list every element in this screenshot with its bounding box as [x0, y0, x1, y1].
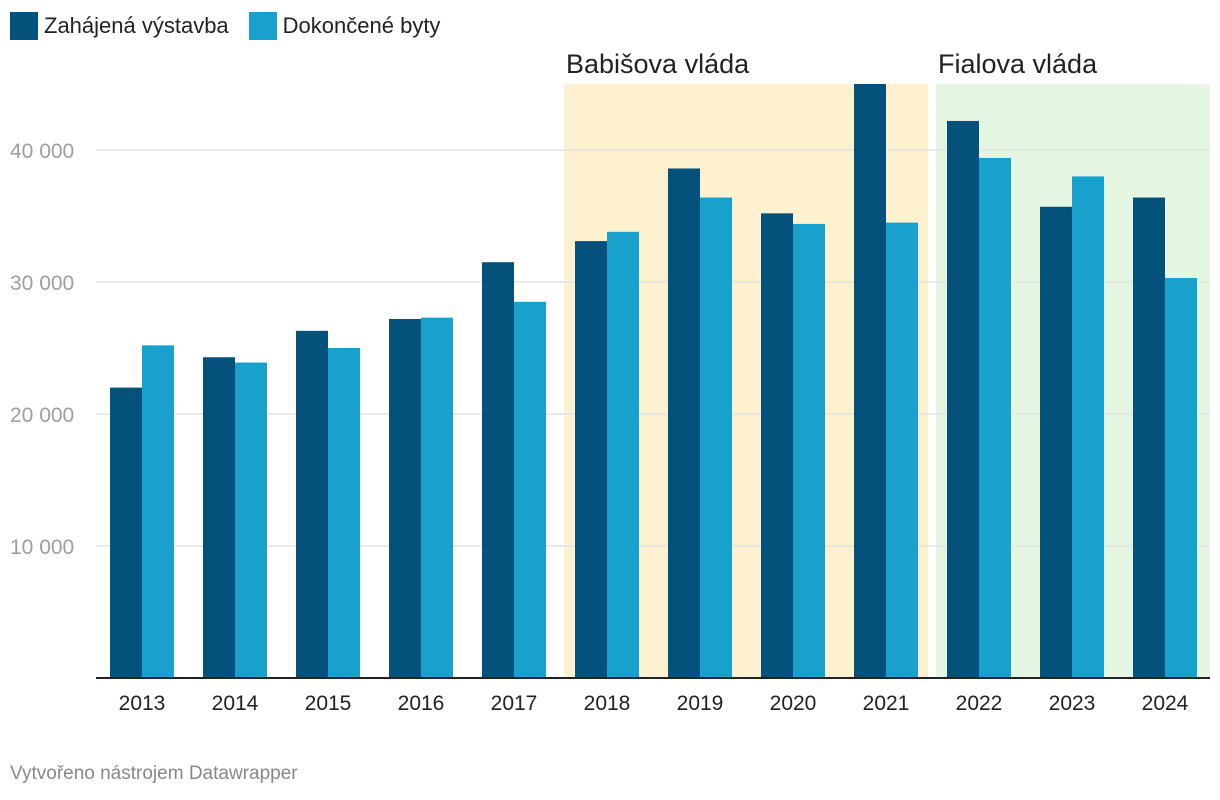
- legend: Zahájená výstavba Dokončené byty: [10, 12, 440, 40]
- bar-zahajena-2015: [296, 330, 328, 678]
- y-tick-label: 10 000: [10, 536, 74, 559]
- x-tick-label: 2014: [212, 692, 259, 715]
- legend-swatch-zahajena: [10, 12, 38, 40]
- bar-dokoncene-2017: [514, 301, 546, 678]
- legend-label-dokoncene: Dokončené byty: [282, 13, 441, 38]
- bar-dokoncene-2018: [607, 231, 639, 678]
- legend-label-zahajena: Zahájená výstavba: [44, 13, 229, 38]
- bar-zahajena-2020: [761, 213, 793, 679]
- bar-dokoncene-2016: [421, 317, 453, 678]
- bar-zahajena-2024: [1133, 197, 1165, 678]
- annotation-label-2: Fialova vláda: [938, 49, 1098, 79]
- bar-dokoncene-2023: [1072, 176, 1104, 678]
- bar-dokoncene-2022: [979, 157, 1011, 679]
- bar-dokoncene-2024: [1165, 278, 1197, 678]
- y-tick-label: 40 000: [10, 140, 74, 163]
- x-tick-label: 2021: [863, 692, 910, 715]
- x-tick-label: 2013: [119, 692, 166, 715]
- bar-dokoncene-2019: [700, 197, 732, 678]
- bar-zahajena-2014: [203, 357, 235, 678]
- x-tick-label: 2017: [491, 692, 538, 715]
- bar-zahajena-2018: [575, 241, 607, 678]
- bar-dokoncene-2021: [886, 222, 918, 678]
- bar-zahajena-2017: [482, 262, 514, 678]
- bar-zahajena-2022: [947, 120, 979, 678]
- bar-zahajena-2013: [110, 387, 142, 678]
- bar-zahajena-2016: [389, 318, 421, 678]
- x-tick-label: 2023: [1049, 692, 1096, 715]
- y-tick-label: 20 000: [10, 404, 74, 427]
- bar-dokoncene-2015: [328, 348, 360, 678]
- legend-item-dokoncene: Dokončené byty: [248, 12, 441, 40]
- legend-swatch-dokoncene: [248, 12, 277, 40]
- bar-dokoncene-2013: [142, 345, 174, 678]
- x-tick-label: 2016: [398, 692, 445, 715]
- x-tick-label: 2015: [305, 692, 352, 715]
- footer-credit: Vytvořeno nástrojem Datawrapper: [10, 763, 298, 784]
- bar-zahajena-2023: [1040, 206, 1072, 678]
- x-tick-label: 2019: [677, 692, 724, 715]
- x-tick-label: 2022: [956, 692, 1003, 715]
- x-tick-label: 2018: [584, 692, 631, 715]
- x-tick-label: 2024: [1142, 692, 1189, 715]
- y-tick-label: 30 000: [10, 272, 74, 295]
- legend-item-zahajena: Zahájená výstavba: [10, 12, 229, 40]
- bar-dokoncene-2014: [235, 362, 267, 678]
- x-tick-label: 2020: [770, 692, 817, 715]
- bar-zahajena-2021: [854, 84, 886, 678]
- bar-zahajena-2019: [668, 168, 700, 679]
- bar-dokoncene-2020: [793, 223, 825, 679]
- annotation-label-1: Babišova vláda: [566, 49, 750, 79]
